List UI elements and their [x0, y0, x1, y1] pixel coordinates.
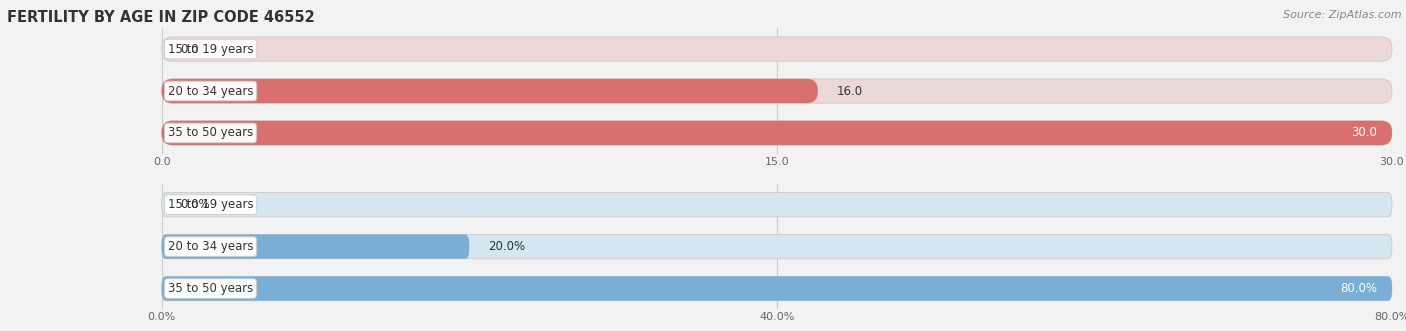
FancyBboxPatch shape — [162, 79, 818, 103]
FancyBboxPatch shape — [162, 79, 1392, 103]
FancyBboxPatch shape — [162, 121, 1392, 145]
Text: FERTILITY BY AGE IN ZIP CODE 46552: FERTILITY BY AGE IN ZIP CODE 46552 — [7, 10, 315, 25]
Text: 16.0: 16.0 — [837, 84, 862, 98]
Text: 30.0: 30.0 — [1351, 126, 1378, 139]
Text: Source: ZipAtlas.com: Source: ZipAtlas.com — [1284, 10, 1402, 20]
Text: 20.0%: 20.0% — [488, 240, 524, 253]
Text: 0.0: 0.0 — [180, 43, 198, 56]
Text: 20 to 34 years: 20 to 34 years — [167, 84, 253, 98]
Text: 15 to 19 years: 15 to 19 years — [167, 198, 253, 211]
Text: 15 to 19 years: 15 to 19 years — [167, 43, 253, 56]
FancyBboxPatch shape — [162, 276, 1392, 301]
Text: 0.0%: 0.0% — [180, 198, 209, 211]
Text: 20 to 34 years: 20 to 34 years — [167, 240, 253, 253]
FancyBboxPatch shape — [162, 193, 1392, 217]
FancyBboxPatch shape — [162, 276, 1392, 301]
FancyBboxPatch shape — [162, 234, 1392, 259]
FancyBboxPatch shape — [162, 37, 1392, 61]
Text: 35 to 50 years: 35 to 50 years — [167, 126, 253, 139]
Text: 35 to 50 years: 35 to 50 years — [167, 282, 253, 295]
Text: 80.0%: 80.0% — [1340, 282, 1378, 295]
FancyBboxPatch shape — [162, 121, 1392, 145]
FancyBboxPatch shape — [162, 234, 470, 259]
